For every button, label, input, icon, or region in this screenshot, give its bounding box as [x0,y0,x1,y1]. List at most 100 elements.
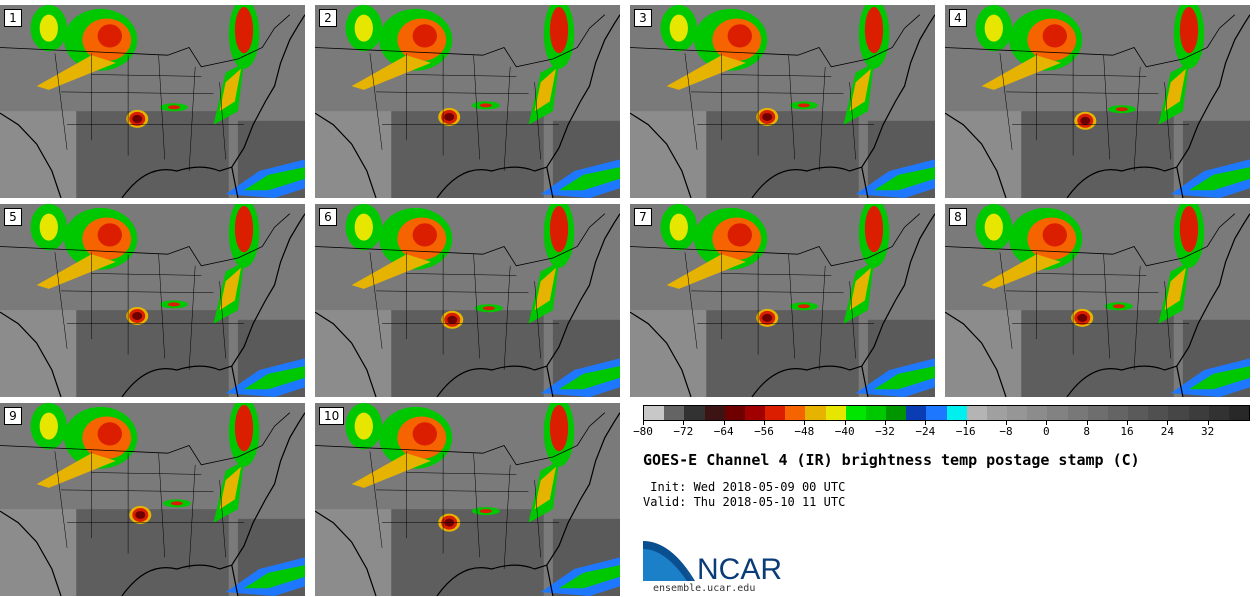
colorbar-tick-label: −16 [955,425,976,438]
member-label: 3 [634,9,652,27]
colorbar-segment [946,406,967,420]
colorbar-tick-label: 16 [1120,425,1134,438]
satellite-map [630,5,935,198]
colorbar-segment [906,406,927,420]
colorbar-tick [1127,420,1128,425]
colorbar-tick-label: −24 [915,425,936,438]
ensemble-url: ensemble.ucar.edu [653,583,756,594]
map-outlines [0,213,305,397]
map-outlines [630,213,935,397]
colorbar-segment [1027,406,1048,420]
member-label: 6 [319,208,337,226]
colorbar-segment [785,406,806,420]
member-label: 2 [319,9,337,27]
colorbar-segment [1007,406,1028,420]
satellite-map [0,204,305,397]
member-label: 5 [4,208,22,226]
ncar-logo: NCAR [643,541,793,586]
satellite-map [315,403,620,596]
satellite-map [945,5,1250,198]
colorbar [643,405,1250,421]
colorbar-tick-label: −8 [999,425,1013,438]
satellite-map [630,204,935,397]
ncar-logo-text: NCAR [697,553,782,586]
colorbar-tick-label: −32 [875,425,895,438]
colorbar-segment [1047,406,1068,420]
colorbar-tick [643,420,644,425]
map-outlines [315,14,620,198]
map-outlines [0,412,305,596]
colorbar-segment [986,406,1008,420]
colorbar-tick-label: −56 [754,425,774,438]
map-outlines [630,14,935,198]
colorbar-segment [1208,406,1229,420]
colorbar-tick-label: −48 [794,425,815,438]
member-label: 9 [4,407,22,425]
colorbar-segment [1148,406,1169,420]
frontal-band [351,55,431,90]
colorbar-tick [723,420,725,425]
colorbar-tick [683,420,685,425]
member-label: 7 [634,208,652,226]
colorbar-segment [704,406,725,420]
colorbar-segment [724,406,745,420]
map-outlines [945,14,1250,198]
colorbar-tick [1046,420,1048,425]
colorbar-segment [805,406,826,420]
ensemble-member-panel: 7 [630,204,935,397]
colorbar-segment [1067,406,1088,420]
map-outlines [315,412,620,596]
colorbar-segment [865,406,887,420]
satellite-map [945,204,1250,397]
colorbar-tick-label: 24 [1160,425,1174,438]
colorbar-segment [886,406,907,420]
init-time: Init: Wed 2018-05-09 00 UTC [643,480,846,494]
colorbar-segment [1128,406,1149,420]
ensemble-member-panel: 1 [0,5,305,198]
frontal-band [351,453,431,488]
colorbar-segment [845,406,866,420]
ensemble-member-panel: 6 [315,204,620,397]
member-label: 4 [949,9,967,27]
colorbar-segment [664,406,685,420]
colorbar-tick [804,420,806,425]
colorbar-tick-label: 32 [1201,425,1215,438]
frontal-band [981,254,1061,289]
colorbar-tick [885,420,886,425]
colorbar-tick-label: −72 [673,425,694,438]
ensemble-member-panel: 10 [315,403,620,596]
colorbar-tick [965,420,967,425]
colorbar-segment [765,406,786,420]
colorbar-segment [1087,406,1108,420]
figure-title: GOES-E Channel 4 (IR) brightness temp po… [643,451,1140,469]
colorbar-segment [1107,406,1129,420]
colorbar-tick-label: −80 [633,425,653,438]
frontal-band [666,254,746,289]
colorbar-segment [1228,406,1250,420]
valid-time: Valid: Thu 2018-05-10 11 UTC [643,495,846,509]
colorbar-tick-label: −40 [834,425,855,438]
colorbar-tick [1006,420,1007,425]
colorbar-tick-label: 8 [1083,425,1090,438]
frontal-band [36,55,116,90]
ensemble-member-panel: 9 [0,403,305,596]
colorbar-segment [644,406,665,420]
frontal-band [36,453,116,488]
colorbar-segment [926,406,947,420]
frontal-band [981,55,1061,90]
colorbar-segment [825,406,846,420]
member-label: 1 [4,9,22,27]
ensemble-member-panel: 3 [630,5,935,198]
frontal-band [666,55,746,90]
colorbar-tick-label: 0 [1043,425,1050,438]
colorbar-tick [844,420,846,425]
colorbar-segment [1188,406,1209,420]
map-outlines [945,213,1250,397]
satellite-map [315,5,620,198]
map-outlines [315,213,620,397]
ensemble-member-panel: 5 [0,204,305,397]
satellite-map [315,204,620,397]
frontal-band [36,254,116,289]
colorbar-ticks: −80 −72 −64 −56 −48 −40 −32 −24 −16 −8 0 8 16 24 32 [633,420,1248,440]
satellite-map [0,403,305,596]
